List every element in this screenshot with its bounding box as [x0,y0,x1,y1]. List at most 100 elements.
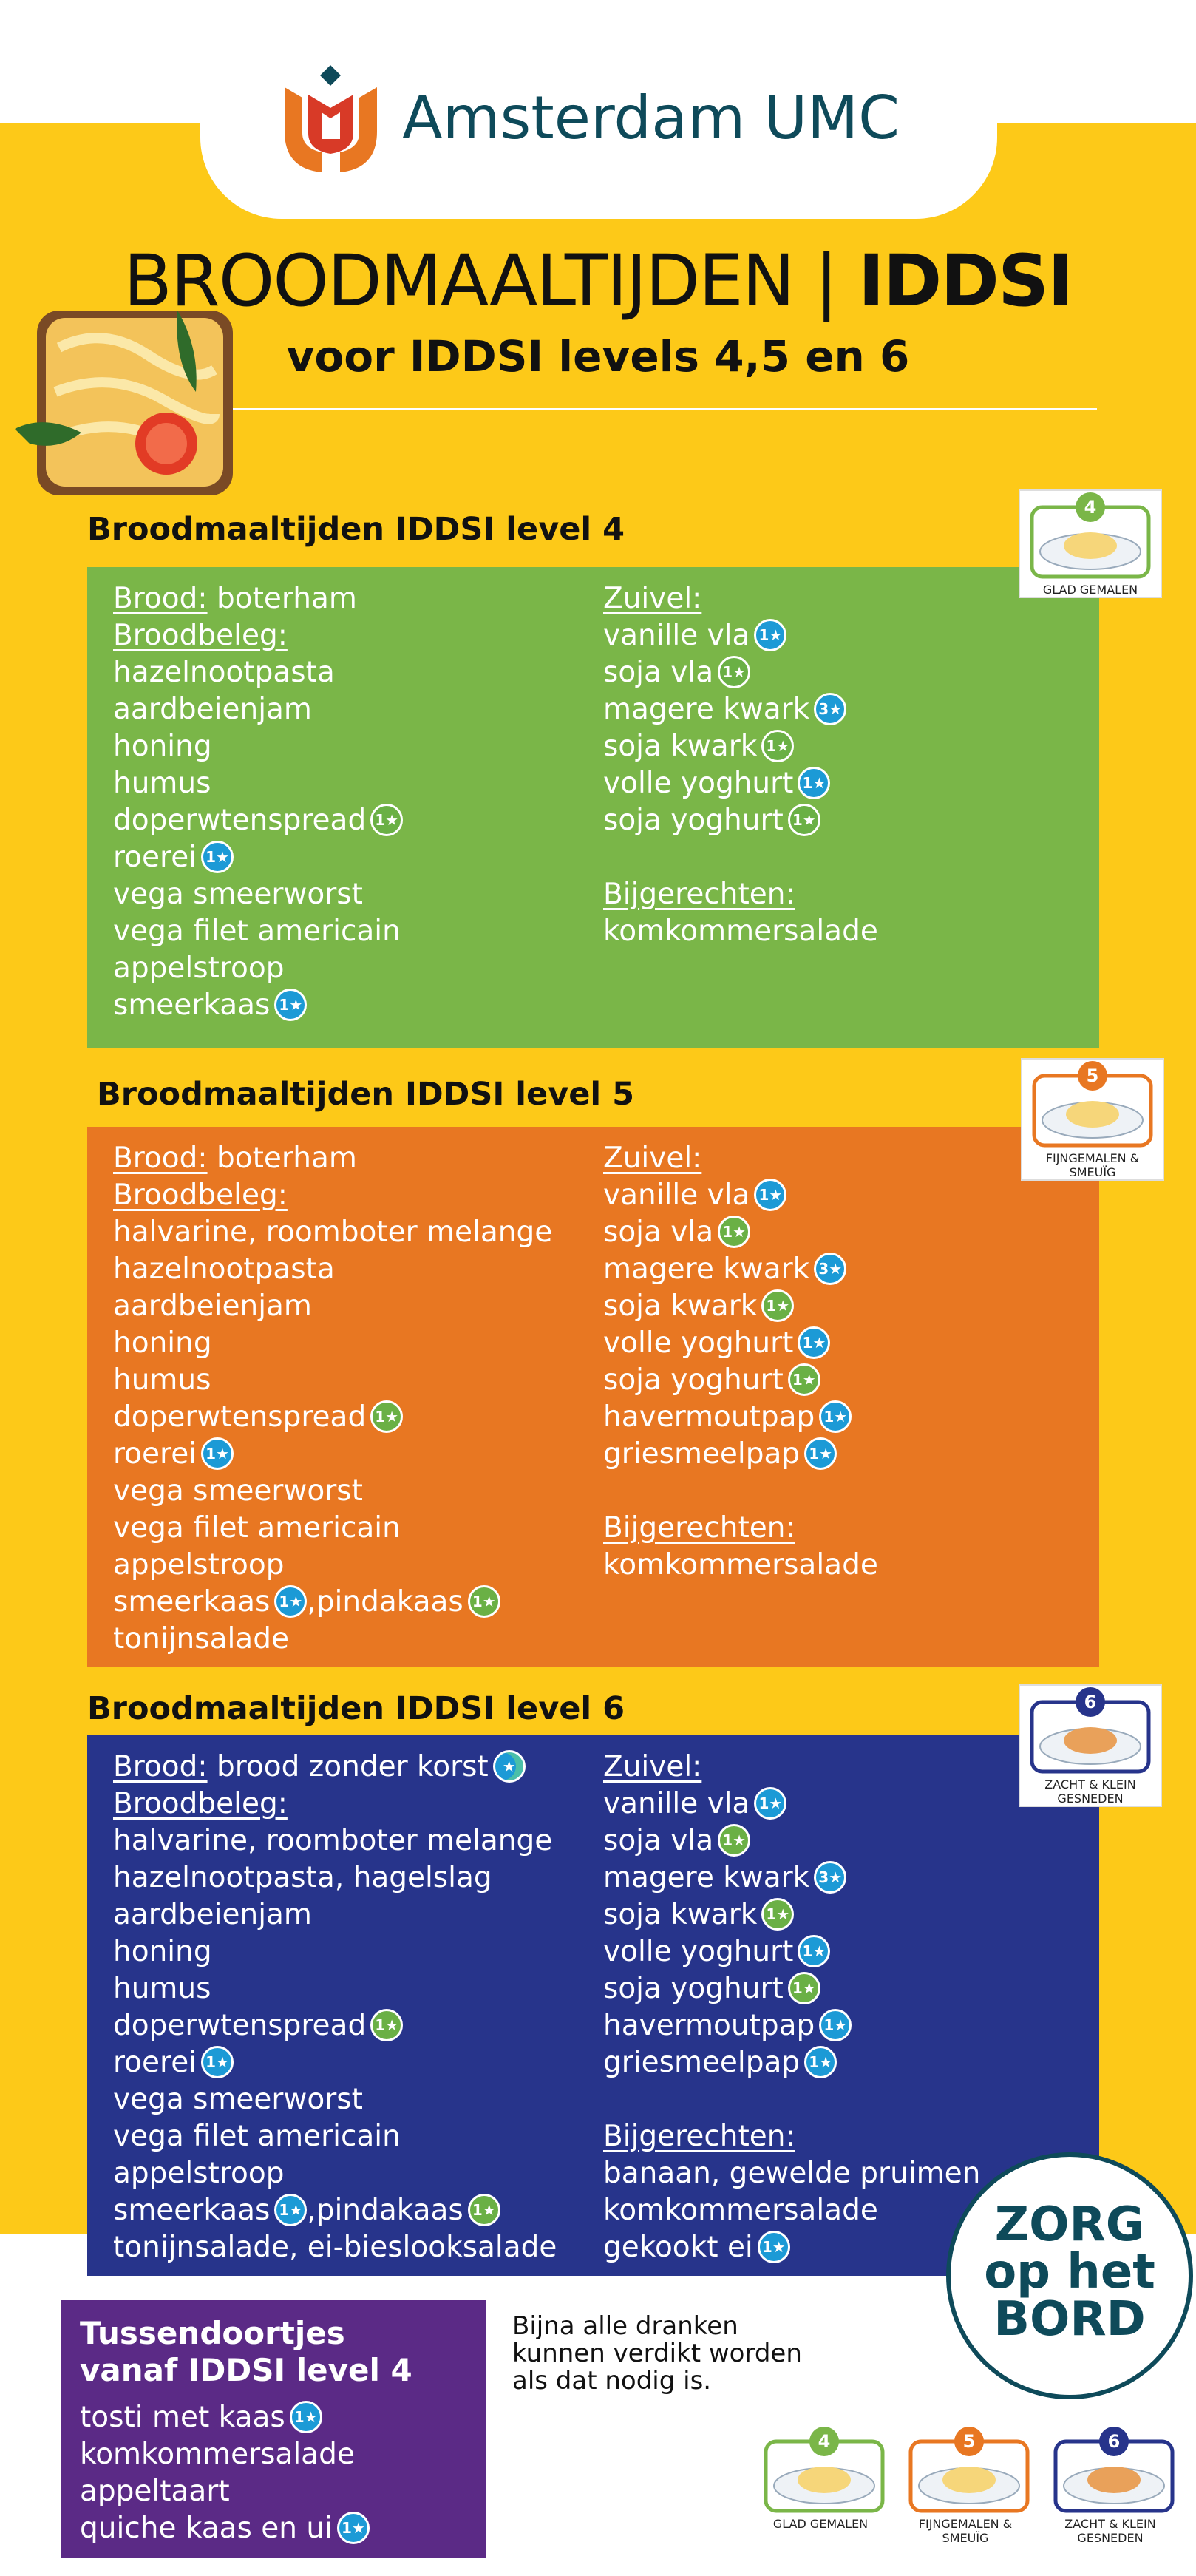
level-caption: ZACHT & KLEIN GESNEDEN [1064,2517,1156,2545]
food [942,2467,996,2493]
item-text: doperwtenspread [113,1400,367,1434]
line: komkommersalade [603,1547,878,1584]
section-box: Brood: boterham Broodbeleg: hazelnootpasta… [87,567,1099,1048]
food [798,2467,851,2493]
line: havermoutpap 1★ [603,1399,878,1436]
item-text: humus [113,1972,211,2005]
line: smeerkaas 1★ [113,987,403,1024]
line: Brood: boterham [113,1140,552,1177]
item-text: appeltaart [80,2475,230,2508]
column: Brood: boterham Broodbeleg: hazelnootpasta… [113,580,404,1024]
level-number: 4 [1084,497,1097,518]
item-text: humus [113,767,211,800]
badge: 1★ [754,1786,787,1820]
item-text: smeerkaas [113,2194,271,2227]
line: komkommersalade [603,2192,980,2229]
line: humus [113,765,403,802]
level-badge [1078,1061,1107,1091]
badge: 1★ [201,840,234,873]
badge: 1★ [370,1400,404,1433]
item-text: soja kwark [603,730,758,763]
badge: ★ [492,1749,526,1783]
divider [230,408,1097,410]
item-text: soja yoghurt [603,1972,784,2005]
item-text: vega smeerworst [113,1474,363,1508]
item-text: hazelnootpasta [113,1253,335,1286]
line: roerei 1★ [113,839,403,876]
badge: 1★ [336,2511,370,2544]
item-text: vega filet americain [113,1511,401,1545]
item-text: aardbeienjam [113,1898,312,1931]
item-text: vanille vla [603,1179,750,1212]
badge: 1★ [761,729,795,762]
item-text: volle yoghurt [603,1935,794,1968]
note-line: Bijna alle dranken [512,2311,738,2341]
line: Bijgerechten: [603,876,878,913]
line: aardbeienjam [113,691,403,728]
line: hazelnootpasta, hagelslag [113,1860,557,1897]
item-text: honing [113,1326,212,1360]
item-text: komkommersalade [80,2438,355,2471]
item-text: magere kwark [603,1253,810,1286]
badge: 1★ [718,1823,751,1857]
line: vega smeerworst [113,876,403,913]
level-badge [1099,2427,1129,2456]
section-heading: Broodmaaltijden IDDSI level 4 [87,511,625,548]
group-heading: Broodbeleg: [113,619,288,652]
item-text: vega smeerworst [113,2083,363,2116]
level-card: 6 ZACHT & KLEIN GESNEDEN [1019,1684,1162,1807]
subtitle: voor IDDSI levels 4,5 en 6 [286,331,910,382]
column: Zuivel: vanille vla 1★ soja vla 1★ magere kwa… [603,1140,878,1584]
line: soja vla 1★ [603,1214,878,1251]
item-text: smeerkaas [113,989,271,1022]
item-text: vega filet americain [113,915,401,948]
plate-icon: 5 [908,2427,1030,2513]
item-text: vega smeerworst [113,878,363,911]
level-badge [954,2427,984,2456]
item-text: appelstroop [113,952,285,985]
badge: 1★ [274,1584,308,1618]
badge: 1★ [467,2193,500,2226]
group: Brood: brood zonder korst ★ [113,1749,557,1786]
badge: 1★ [787,1363,820,1396]
snacks-title: Tussendoortjes [80,2315,345,2351]
line: roerei 1★ [113,1436,552,1473]
line: havermoutpap 1★ [603,2007,980,2044]
line: tonijnsalade [113,1621,552,1658]
line: volle yoghurt 1★ [603,1325,878,1362]
section-heading: Broodmaaltijden IDDSI level 5 [97,1076,635,1113]
food [1064,532,1117,559]
level-number: 5 [1087,1065,1099,1086]
badge: 1★ [798,1934,831,1967]
line: Zuivel: [603,1140,878,1177]
item-text: griesmeelpap [603,2046,801,2079]
line: volle yoghurt 1★ [603,765,878,802]
item-text: volle yoghurt [603,1326,794,1360]
line: halvarine, roomboter melange [113,1214,552,1251]
badge: 1★ [274,988,308,1021]
item-text: ,pindakaas [307,1585,463,1619]
line: vanille vla 1★ [603,617,878,654]
badge: 1★ [804,1437,837,1470]
line: Brood: boterham [113,580,403,617]
group-heading: Zuivel: [603,1142,702,1175]
item-text: komkommersalade [603,2194,878,2227]
line: komkommersalade [80,2436,486,2473]
item-text: magere kwark [603,693,810,726]
line: humus [113,1970,557,2007]
group: Brood: boterham [113,1140,552,1177]
line: appeltaart [80,2473,486,2510]
badge: 1★ [798,766,831,799]
badge: 1★ [804,2045,837,2078]
drinks-note: Bijna alle dranken kunnen verdikt worden a… [512,2313,802,2395]
item-text: boterham [216,582,357,615]
line: hazelnootpasta [113,1251,552,1288]
snacks-items: tosti met kaas 1★ komkommersalade appeltaar… [80,2399,486,2547]
stamp: ZORG op het BORD [946,2152,1193,2399]
badge: 1★ [798,1326,831,1359]
item-text: komkommersalade [603,1548,878,1582]
line: tosti met kaas 1★ [80,2399,486,2436]
group: Zuivel: vanille vla 1★ soja vla 1★ magere kwa… [603,580,878,839]
group-heading: Brood: [113,1750,208,1783]
